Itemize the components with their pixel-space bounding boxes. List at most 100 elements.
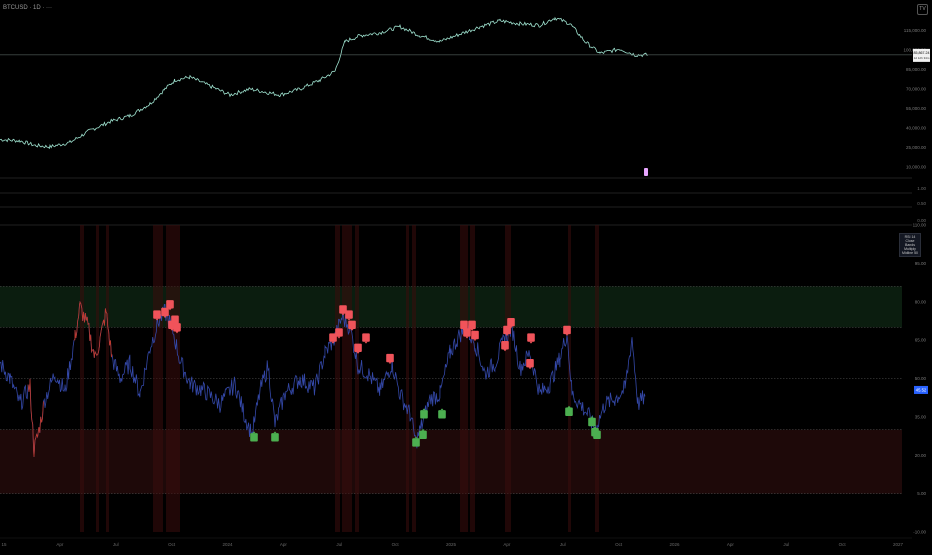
overbought-highlight-band <box>96 225 99 532</box>
time-tick-label: 15 <box>1 542 7 547</box>
sell-signal-label-pointer <box>465 336 469 339</box>
price-tick-label: 40,000.00 <box>906 126 927 131</box>
oscillator-extreme-segment <box>73 300 113 358</box>
sell-signal-label-pointer <box>470 328 474 331</box>
time-tick-label: Oct <box>615 542 623 547</box>
overbought-highlight-band <box>106 225 109 532</box>
price-tick-label: 70,000.00 <box>906 87 927 92</box>
sell-signal-label <box>335 328 343 339</box>
buy-signal-label-box <box>565 407 573 416</box>
sell-signal-label-box <box>339 305 347 314</box>
buy-signal-label <box>438 408 446 419</box>
sell-signal-label-box <box>501 341 509 350</box>
osc-value-badge <box>914 385 928 394</box>
time-tick-label: Oct <box>839 542 847 547</box>
sell-signal-label-pointer <box>473 339 477 342</box>
buy-signal-label <box>419 428 427 439</box>
sell-signal-label-box <box>503 325 511 335</box>
sell-signal-label <box>329 333 337 344</box>
overbought-highlight-band <box>335 225 340 532</box>
legend-line-2: Bands Multiply <box>904 243 916 251</box>
sell-signal-label-pointer <box>503 349 507 352</box>
sell-signal-label-pointer <box>168 308 172 311</box>
overbought-zone <box>0 286 902 328</box>
time-tick-label: Oct <box>168 542 176 547</box>
overbought-highlight-band <box>470 225 475 532</box>
buy-signal-label-pointer <box>414 436 418 439</box>
buy-signal-label-pointer <box>252 431 256 434</box>
buy-signal-label-box <box>593 430 601 439</box>
buy-signal-label-pointer <box>567 405 571 408</box>
sell-signal-label-pointer <box>505 334 509 336</box>
buy-signal-label-pointer <box>440 408 444 411</box>
event-marker-icon <box>644 168 648 176</box>
osc-tick-label: 35.00 <box>915 414 927 419</box>
price-series-line <box>0 16 649 150</box>
buy-signal-label <box>271 431 279 442</box>
last-price-value: 85,867.24 <box>914 51 930 55</box>
buy-signal-label-box <box>250 433 258 442</box>
buy-signal-label <box>593 428 601 439</box>
buy-signal-label <box>420 408 428 419</box>
sell-signal-label-pointer <box>337 336 341 339</box>
sell-signal-label <box>501 341 509 352</box>
sell-signal-label <box>362 333 370 344</box>
sell-signal-label <box>173 323 181 334</box>
sell-signal-label-box <box>507 318 515 327</box>
buy-signal-label-box <box>420 410 428 419</box>
last-price-countdown: 1d 12h 34m <box>914 56 930 60</box>
sell-signal-label-pointer <box>163 316 167 318</box>
sell-signal-label-pointer <box>528 367 532 370</box>
sell-signal-label-box <box>329 333 337 342</box>
time-tick-label: Apr <box>56 542 64 547</box>
osc-tick-label: 5.00 <box>917 491 926 496</box>
time-tick-label: 2024 <box>222 542 233 547</box>
sell-signal-label <box>471 330 479 342</box>
sell-signal-label-pointer <box>347 318 351 321</box>
time-tick-label: Apr <box>727 542 735 547</box>
sell-signal-label <box>153 310 161 321</box>
price-tick-label: 55,000.00 <box>906 106 927 111</box>
sell-signal-label-pointer <box>529 341 533 344</box>
sell-signal-label-box <box>354 343 362 352</box>
subpane-tick-label: 0.50 <box>917 201 926 206</box>
sell-signal-label-box <box>153 310 161 319</box>
sell-signal-label <box>507 318 515 329</box>
sell-signal-label <box>563 325 571 336</box>
last-price-badge <box>913 48 930 62</box>
sell-signal-label-box <box>460 320 468 329</box>
overbought-highlight-band <box>460 225 468 532</box>
overbought-highlight-band <box>412 225 416 532</box>
overbought-highlight-band <box>406 225 409 532</box>
tradingview-logo-icon: TV <box>917 4 928 15</box>
sell-signal-label-pointer <box>341 313 345 316</box>
sell-signal-label-pointer <box>565 334 569 336</box>
sell-signal-label <box>503 325 511 336</box>
sell-signal-label-pointer <box>175 331 179 334</box>
sell-signal-label-box <box>173 323 181 332</box>
sell-signal-label-pointer <box>331 341 335 344</box>
oversold-zone <box>0 429 902 494</box>
sell-signal-label-pointer <box>350 328 354 331</box>
symbol-header[interactable]: BTCUSD · 1D · ··· <box>3 5 52 11</box>
sell-signal-label <box>468 320 476 331</box>
time-tick-label: Jul <box>113 542 119 547</box>
buy-signal-label-pointer <box>593 426 597 429</box>
sell-signal-label-box <box>471 330 479 340</box>
osc-value-text: 45.52 <box>916 387 927 392</box>
buy-signal-label-box <box>438 410 446 419</box>
overbought-highlight-band <box>355 225 359 532</box>
buy-signal-label-box <box>419 430 427 439</box>
osc-tick-label: 110.00 <box>913 223 927 228</box>
time-tick-label: 2025 <box>446 542 457 547</box>
legend-line-3: Midline 50 <box>902 251 918 255</box>
sell-signal-label-box <box>335 328 343 337</box>
overbought-highlight-band <box>595 225 599 532</box>
overbought-highlight-band <box>80 225 84 532</box>
buy-signal-label <box>588 415 596 427</box>
sell-signal-label-box <box>171 315 179 324</box>
sell-signal-label <box>161 307 169 318</box>
sell-signal-label-box <box>526 358 534 368</box>
